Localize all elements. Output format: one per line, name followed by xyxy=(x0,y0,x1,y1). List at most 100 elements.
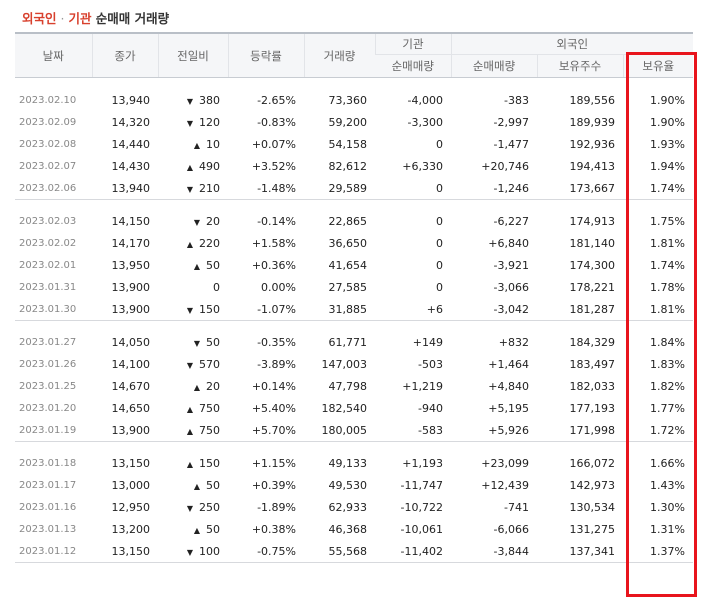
row-volume: 36,650 xyxy=(328,236,368,250)
triangle-down-icon: ▼ xyxy=(186,118,193,128)
row-foreign-ratio: 1.81% xyxy=(650,302,685,316)
row-foreign-net: +5,195 xyxy=(488,401,529,415)
row-rate: -0.75% xyxy=(228,540,304,563)
row-date: 2023.01.25 xyxy=(19,380,77,392)
table-row: 2023.01.19 13,900 ▲ 750 +5.70% 180,005 -583 +5,… xyxy=(15,419,693,442)
group-spacer xyxy=(15,563,693,575)
row-foreign-net: +4,840 xyxy=(488,379,529,393)
row-foreign-ratio: 1.90% xyxy=(650,115,685,129)
row-foreign-holdings: 166,072 xyxy=(569,456,616,470)
row-foreign-net: -1,246 xyxy=(493,181,529,195)
row-close: 13,940 xyxy=(111,181,151,195)
row-volume: 49,133 xyxy=(328,456,368,470)
row-foreign-holdings: 173,667 xyxy=(569,181,616,195)
table-row: 2023.02.01 13,950 ▲ 50 +0.36% 41,654 0 -3,921 17… xyxy=(15,254,693,276)
row-foreign-holdings: 184,329 xyxy=(569,335,616,349)
row-inst-net: +1,193 xyxy=(402,456,443,470)
row-volume: 55,568 xyxy=(304,540,375,563)
row-inst-net: -503 xyxy=(418,357,443,371)
row-change: ▲ 750 xyxy=(158,397,228,419)
row-foreign-holdings: 130,534 xyxy=(569,500,616,514)
table-row: 2023.01.16 12,950 ▼ 250 -1.89% 62,933 -10,722 -… xyxy=(15,496,693,518)
row-rate: 0.00% xyxy=(261,280,296,294)
row-date: 2023.02.02 xyxy=(19,237,77,249)
header-foreign-net: 순매매량 xyxy=(450,54,537,78)
row-foreign-ratio: 1.94% xyxy=(650,159,685,173)
row-foreign-ratio: 1.82% xyxy=(650,379,685,393)
row-foreign-ratio: 1.37% xyxy=(623,540,693,563)
row-close: 13,900 xyxy=(111,280,151,294)
triangle-down-icon: ▼ xyxy=(193,338,200,348)
row-foreign-holdings: 171,998 xyxy=(569,423,616,437)
row-change: ▼ 20 xyxy=(158,210,228,232)
row-volume: 59,200 xyxy=(328,115,368,129)
table-row: 2023.01.13 13,200 ▲ 50 +0.38% 46,368 -10,061 -6… xyxy=(15,518,693,540)
row-foreign-ratio: 1.74% xyxy=(650,181,685,195)
row-rate: +1.58% xyxy=(251,236,296,250)
row-date: 2023.01.19 xyxy=(19,424,77,436)
row-rate: -3.89% xyxy=(257,357,296,371)
group-divider xyxy=(15,199,693,210)
triangle-down-icon: ▼ xyxy=(186,96,193,106)
row-foreign-holdings: 142,973 xyxy=(569,478,616,492)
triangle-down-icon: ▼ xyxy=(186,547,193,557)
triangle-up-icon: ▲ xyxy=(186,426,193,436)
row-close: 14,320 xyxy=(111,115,151,129)
row-volume: 49,530 xyxy=(328,478,368,492)
row-foreign-ratio: 1.77% xyxy=(650,401,685,415)
row-change-value: 10 xyxy=(206,137,220,151)
row-foreign-ratio: 1.66% xyxy=(650,456,685,470)
row-foreign-net: -6,227 xyxy=(493,214,529,228)
header-foreign-holdings: 보유주수 xyxy=(536,54,623,78)
row-change-value: 50 xyxy=(206,335,220,349)
row-foreign-net: -741 xyxy=(504,500,529,514)
triangle-up-icon: ▲ xyxy=(193,261,200,271)
row-close: 13,150 xyxy=(111,456,151,470)
row-foreign-net: +1,464 xyxy=(488,357,529,371)
triangle-up-icon: ▲ xyxy=(193,481,200,491)
row-change: ▲ 50 xyxy=(158,518,228,540)
row-foreign-net: -2,997 xyxy=(493,115,529,129)
row-rate: +1.15% xyxy=(251,456,296,470)
row-date: 2023.02.06 xyxy=(19,182,77,194)
table-row: 2023.01.20 14,650 ▲ 750 +5.40% 182,540 -940 +5,… xyxy=(15,397,693,419)
row-volume: 29,589 xyxy=(328,181,368,195)
row-inst-net: +6,330 xyxy=(402,159,443,173)
row-volume: 31,885 xyxy=(328,302,368,316)
row-rate: -1.48% xyxy=(257,181,296,195)
header-change: 전일비 xyxy=(157,32,228,78)
row-foreign-ratio: 1.43% xyxy=(650,478,685,492)
row-change-value: 150 xyxy=(199,302,220,316)
row-change: ▲ 20 xyxy=(158,375,228,397)
header-rate: 등락률 xyxy=(227,32,304,78)
triangle-down-icon: ▼ xyxy=(186,503,193,513)
row-rate: -0.14% xyxy=(257,214,296,228)
header-date: 날짜 xyxy=(15,32,92,78)
row-close: 14,430 xyxy=(111,159,151,173)
row-foreign-ratio: 1.93% xyxy=(650,137,685,151)
row-close: 14,670 xyxy=(111,379,151,393)
row-change: ▼ 250 xyxy=(158,496,228,518)
row-volume: 182,540 xyxy=(321,401,368,415)
row-change: ▲ 50 xyxy=(158,474,228,496)
row-foreign-holdings: 194,413 xyxy=(569,159,616,173)
row-foreign-ratio: 1.31% xyxy=(650,522,685,536)
table-row: 2023.01.18 13,150 ▲ 150 +1.15% 49,133 +1,193 +2… xyxy=(15,452,693,474)
row-rate: +0.07% xyxy=(251,137,296,151)
row-foreign-net: +12,439 xyxy=(481,478,529,492)
table-row: 2023.02.02 14,170 ▲ 220 +1.58% 36,650 0 +6,840 1… xyxy=(15,232,693,254)
row-change: 0 xyxy=(158,276,228,298)
table-row: 2023.01.12 13,150 ▼ 100 -0.75% 55,568 -11,402-… xyxy=(15,540,693,563)
row-change: ▲ 10 xyxy=(158,133,228,155)
row-rate: -1.89% xyxy=(257,500,296,514)
row-close: 13,950 xyxy=(111,258,151,272)
header-institution-group: 기관 xyxy=(374,32,451,55)
row-volume: 47,798 xyxy=(328,379,368,393)
row-date: 2023.02.08 xyxy=(19,138,77,150)
row-change: ▼ 380 xyxy=(158,89,228,111)
row-volume: 41,654 xyxy=(328,258,368,272)
triangle-up-icon: ▲ xyxy=(186,404,193,414)
row-change: ▼ 150 xyxy=(158,298,228,321)
row-rate: +5.70% xyxy=(251,423,296,437)
row-rate: -0.35% xyxy=(257,335,296,349)
